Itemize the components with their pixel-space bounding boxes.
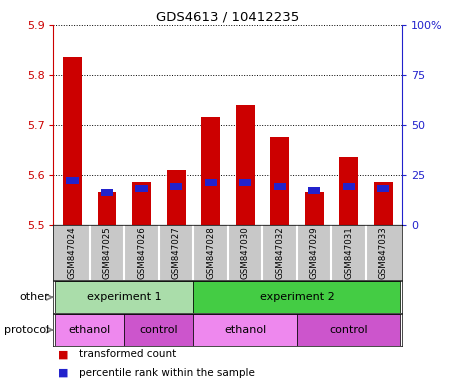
Bar	[132, 182, 151, 225]
Bar	[273, 183, 286, 190]
Bar	[297, 314, 400, 346]
Bar	[55, 281, 193, 313]
Bar	[308, 187, 320, 194]
Bar	[66, 177, 79, 184]
Bar	[377, 185, 389, 192]
Bar	[98, 192, 117, 225]
Bar	[239, 179, 251, 186]
Text: GSM847029: GSM847029	[310, 226, 319, 279]
Text: ■: ■	[58, 349, 69, 359]
Text: GSM847024: GSM847024	[68, 226, 77, 279]
Text: GSM847033: GSM847033	[379, 226, 388, 279]
Text: ethanol: ethanol	[224, 325, 266, 335]
Bar	[101, 189, 113, 196]
Text: ■: ■	[58, 368, 69, 378]
Text: transformed count: transformed count	[79, 349, 176, 359]
Text: other: other	[19, 292, 49, 302]
Bar	[305, 192, 324, 225]
Bar	[166, 170, 186, 225]
Text: GSM847026: GSM847026	[137, 226, 146, 279]
Bar	[339, 157, 358, 225]
Text: percentile rank within the sample: percentile rank within the sample	[79, 368, 255, 378]
Text: experiment 1: experiment 1	[87, 292, 161, 302]
Bar	[135, 185, 147, 192]
Bar	[63, 58, 82, 225]
Text: experiment 2: experiment 2	[259, 292, 334, 302]
Bar	[193, 281, 400, 313]
Bar	[236, 105, 255, 225]
Bar	[170, 183, 182, 190]
Text: ethanol: ethanol	[69, 325, 111, 335]
Title: GDS4613 / 10412235: GDS4613 / 10412235	[156, 11, 299, 24]
Bar	[205, 179, 217, 186]
Bar	[193, 314, 297, 346]
Bar	[270, 137, 289, 225]
Text: GSM847031: GSM847031	[344, 226, 353, 279]
Text: GSM847025: GSM847025	[102, 226, 112, 279]
Bar	[343, 183, 355, 190]
Bar	[55, 314, 124, 346]
Text: control: control	[329, 325, 368, 335]
Text: GSM847027: GSM847027	[172, 226, 180, 279]
Text: GSM847032: GSM847032	[275, 226, 284, 279]
Bar	[374, 182, 393, 225]
Text: GSM847030: GSM847030	[240, 226, 250, 279]
Bar	[124, 314, 193, 346]
Text: protocol: protocol	[4, 325, 49, 335]
Text: GSM847028: GSM847028	[206, 226, 215, 279]
Bar	[201, 118, 220, 225]
Text: control: control	[140, 325, 178, 335]
